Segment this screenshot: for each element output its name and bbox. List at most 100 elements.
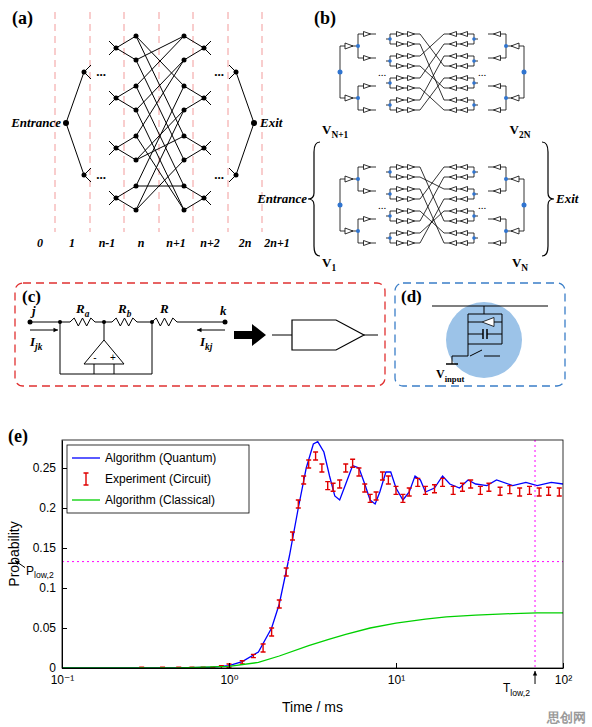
y-axis-line: [62, 441, 63, 669]
tree-edge: [116, 98, 136, 110]
resistor-label: Ra: [75, 301, 90, 319]
plot-area: [62, 440, 563, 668]
y-tick-label: 0.1: [39, 581, 56, 595]
opamp-symbol: [461, 64, 468, 69]
entrance-label: Entrance: [10, 115, 61, 130]
y-tick-mark: [62, 588, 67, 589]
node-dot: [504, 229, 508, 233]
resistor: [152, 318, 177, 326]
column-label: n: [138, 236, 145, 250]
resistor: [112, 318, 137, 326]
current-arrow-head: [197, 328, 202, 332]
glue-wire: [420, 199, 444, 243]
y-tick: 0.05: [33, 621, 67, 635]
glue-wire: [420, 167, 444, 221]
glue-edge: [136, 160, 184, 210]
x-tick-label: 10⁰: [220, 673, 238, 687]
opamp-symbol: [397, 86, 404, 91]
opamp-symbol: [450, 175, 457, 180]
node-label: j: [30, 303, 36, 318]
tree-edge: [184, 98, 204, 110]
error-bar: [386, 476, 391, 484]
ellipsis: ...: [96, 167, 106, 182]
panel-label: (d): [401, 287, 422, 306]
tree-node: [63, 120, 69, 126]
opamp-symbol: [450, 231, 457, 236]
opamp-symbol: [345, 43, 353, 49]
capacitor-plate: [482, 329, 484, 339]
opamp-symbol: [450, 76, 457, 81]
opamp-symbol: [494, 165, 501, 170]
opamp-symbol: [511, 228, 519, 234]
opamp-symbol: [461, 42, 468, 47]
input-label-sub: input: [445, 374, 465, 384]
y-tick: 0.1: [39, 581, 67, 595]
exit-label: Exit: [555, 191, 579, 206]
resistor-label-sub: b: [127, 309, 132, 319]
opamp-symbol: [364, 108, 371, 113]
wire: [468, 334, 483, 335]
node-dot: [338, 70, 343, 75]
glue-wire: [420, 88, 444, 110]
glue-wire: [420, 189, 444, 243]
node-voltage: V2N: [510, 122, 531, 140]
wire: [364, 335, 378, 336]
wire: [468, 314, 469, 356]
y-tick-label: 0.25: [33, 461, 57, 475]
legend-symbol: [72, 457, 100, 458]
error-bar: [557, 488, 562, 496]
tree-edge: [184, 136, 204, 148]
opamp-symbol: [364, 241, 371, 246]
error-bar: [240, 661, 245, 664]
x-tick-label: 10²: [555, 673, 572, 687]
node-dot: [472, 192, 476, 196]
error-bar: [440, 478, 445, 486]
opamp-symbol: [397, 231, 404, 236]
resistor: [70, 318, 95, 326]
column-label: n+1: [166, 236, 186, 250]
opamp-symbol: [461, 209, 468, 214]
wire: [104, 322, 105, 340]
node-voltage-sub: N+1: [331, 130, 348, 140]
glue-wire: [420, 78, 444, 110]
glue-wire: [420, 44, 444, 78]
error-bar: [368, 494, 373, 502]
panel-b: (b)......VN+1V2N......V1VNEntranceExit: [256, 8, 579, 273]
opamp-sign: +: [110, 352, 116, 363]
glue-edge: [136, 36, 184, 136]
x-axis-title: Time / ms: [282, 699, 343, 715]
error-bar: [331, 483, 336, 491]
legend-label: Algorithm (Classical): [105, 493, 215, 507]
error-bar: [261, 644, 266, 652]
error-bar: [498, 487, 503, 495]
y-tick: 0: [49, 661, 67, 675]
opamp-symbol: [461, 197, 468, 202]
opamp-symbol: [397, 187, 404, 192]
reference-line: [535, 440, 536, 668]
opamp-symbol: [461, 175, 468, 180]
opamp-symbol: [461, 241, 468, 246]
error-bar: [423, 486, 428, 494]
input-label-base: V: [436, 367, 445, 381]
error-bar: [460, 483, 465, 491]
current-label-sub: jk: [33, 342, 43, 352]
opamp-symbol: [408, 209, 415, 214]
node-dot: [338, 203, 343, 208]
node-dot: [388, 214, 392, 218]
node-dot: [472, 103, 476, 107]
node-dot: [356, 96, 360, 100]
opamp-sign: -: [93, 352, 96, 363]
opamp-symbol: [461, 231, 468, 236]
error-bar: [269, 628, 274, 636]
ground: [446, 363, 458, 365]
entrance-label: Entrance: [256, 191, 307, 206]
opamp-symbol: [408, 197, 415, 202]
error-bar: [319, 464, 324, 472]
node-dot: [504, 44, 508, 48]
node-dot: [388, 37, 392, 41]
error-bar: [380, 472, 385, 480]
node-dot: [472, 59, 476, 63]
switch: [470, 350, 482, 356]
opamp-symbol: [450, 42, 457, 47]
opamp-symbol: [450, 98, 457, 103]
